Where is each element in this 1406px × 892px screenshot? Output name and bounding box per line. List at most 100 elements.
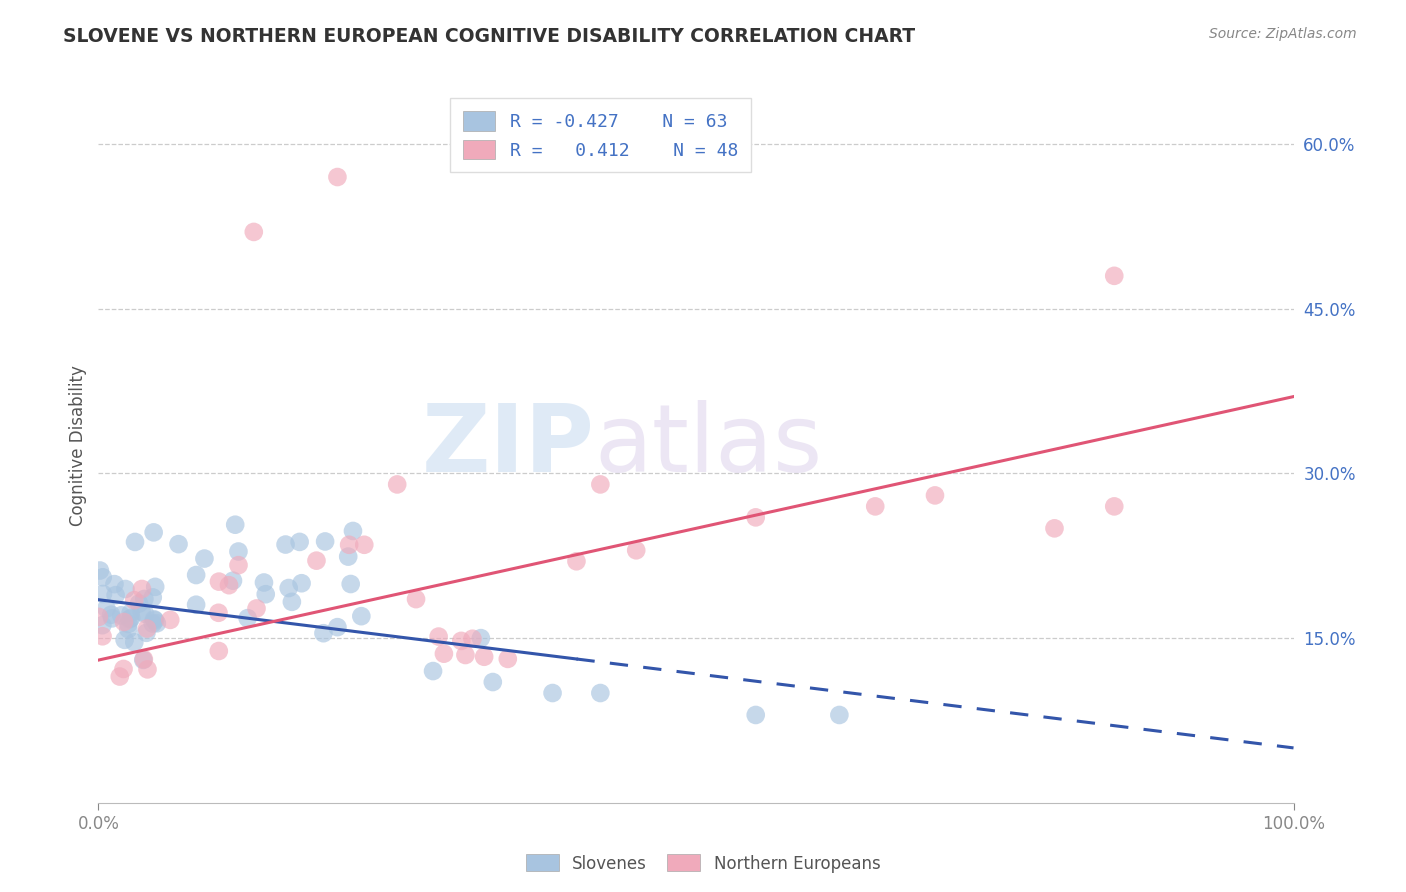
- Point: [142, 525, 165, 540]
- Point: [143, 612, 166, 626]
- Point: [1043, 521, 1066, 535]
- Point: [91, 618, 114, 632]
- Point: [405, 592, 427, 607]
- Point: [224, 517, 246, 532]
- Point: [433, 647, 456, 661]
- Point: [326, 620, 349, 634]
- Text: atlas: atlas: [595, 400, 823, 492]
- Point: [112, 662, 135, 676]
- Point: [91, 629, 114, 643]
- Point: [218, 578, 240, 592]
- Point: [541, 686, 564, 700]
- Point: [134, 591, 156, 606]
- Point: [222, 574, 245, 588]
- Point: [314, 534, 336, 549]
- Y-axis label: Cognitive Disability: Cognitive Disability: [69, 366, 87, 526]
- Point: [277, 581, 299, 595]
- Point: [274, 537, 297, 551]
- Point: [454, 648, 477, 662]
- Point: [339, 577, 361, 591]
- Point: [422, 664, 444, 678]
- Point: [353, 538, 375, 552]
- Point: [427, 630, 450, 644]
- Point: [120, 606, 142, 620]
- Point: [159, 613, 181, 627]
- Point: [124, 635, 146, 649]
- Point: [104, 588, 127, 602]
- Point: [337, 538, 360, 552]
- Point: [253, 575, 276, 590]
- Point: [865, 500, 887, 514]
- Point: [117, 616, 139, 631]
- Point: [496, 652, 519, 666]
- Point: [1104, 500, 1126, 514]
- Point: [228, 544, 250, 558]
- Point: [482, 675, 505, 690]
- Point: [136, 622, 159, 636]
- Point: [228, 558, 250, 573]
- Point: [103, 577, 125, 591]
- Point: [87, 610, 110, 624]
- Point: [291, 576, 314, 591]
- Point: [236, 611, 259, 625]
- Point: [828, 708, 851, 723]
- Point: [142, 616, 165, 631]
- Point: [745, 708, 768, 723]
- Point: [131, 582, 153, 596]
- Point: [136, 662, 159, 676]
- Point: [112, 615, 135, 629]
- Point: [254, 587, 277, 601]
- Point: [745, 510, 768, 524]
- Point: [184, 598, 207, 612]
- Point: [924, 488, 946, 502]
- Point: [565, 554, 588, 568]
- Point: [110, 608, 132, 623]
- Point: [208, 574, 231, 589]
- Point: [128, 597, 150, 611]
- Point: [122, 593, 145, 607]
- Point: [461, 632, 484, 646]
- Point: [207, 606, 229, 620]
- Point: [626, 543, 648, 558]
- Point: [114, 632, 136, 647]
- Point: [167, 537, 190, 551]
- Point: [143, 580, 166, 594]
- Point: [312, 626, 335, 640]
- Point: [101, 611, 124, 625]
- Point: [124, 535, 146, 549]
- Point: [146, 616, 169, 631]
- Point: [186, 568, 208, 582]
- Point: [132, 652, 155, 666]
- Point: [120, 611, 142, 625]
- Point: [118, 612, 141, 626]
- Point: [142, 591, 165, 605]
- Point: [342, 524, 364, 538]
- Point: [208, 644, 231, 658]
- Text: ZIP: ZIP: [422, 400, 595, 492]
- Point: [350, 609, 373, 624]
- Point: [589, 686, 612, 700]
- Legend: Slovenes, Northern Europeans: Slovenes, Northern Europeans: [519, 847, 887, 880]
- Point: [385, 477, 409, 491]
- Point: [143, 613, 166, 627]
- Point: [100, 607, 122, 622]
- Point: [281, 595, 304, 609]
- Point: [450, 633, 472, 648]
- Point: [288, 535, 311, 549]
- Point: [96, 601, 118, 615]
- Point: [91, 570, 114, 584]
- Point: [589, 477, 612, 491]
- Point: [131, 605, 153, 619]
- Point: [1104, 268, 1126, 283]
- Point: [135, 625, 157, 640]
- Point: [243, 225, 266, 239]
- Point: [132, 653, 155, 667]
- Point: [472, 649, 495, 664]
- Text: Source: ZipAtlas.com: Source: ZipAtlas.com: [1209, 27, 1357, 41]
- Point: [470, 631, 492, 645]
- Point: [134, 607, 156, 621]
- Point: [117, 622, 139, 636]
- Point: [305, 554, 328, 568]
- Legend: R = -0.427    N = 63, R =   0.412    N = 48: R = -0.427 N = 63, R = 0.412 N = 48: [450, 98, 751, 172]
- Point: [326, 169, 349, 184]
